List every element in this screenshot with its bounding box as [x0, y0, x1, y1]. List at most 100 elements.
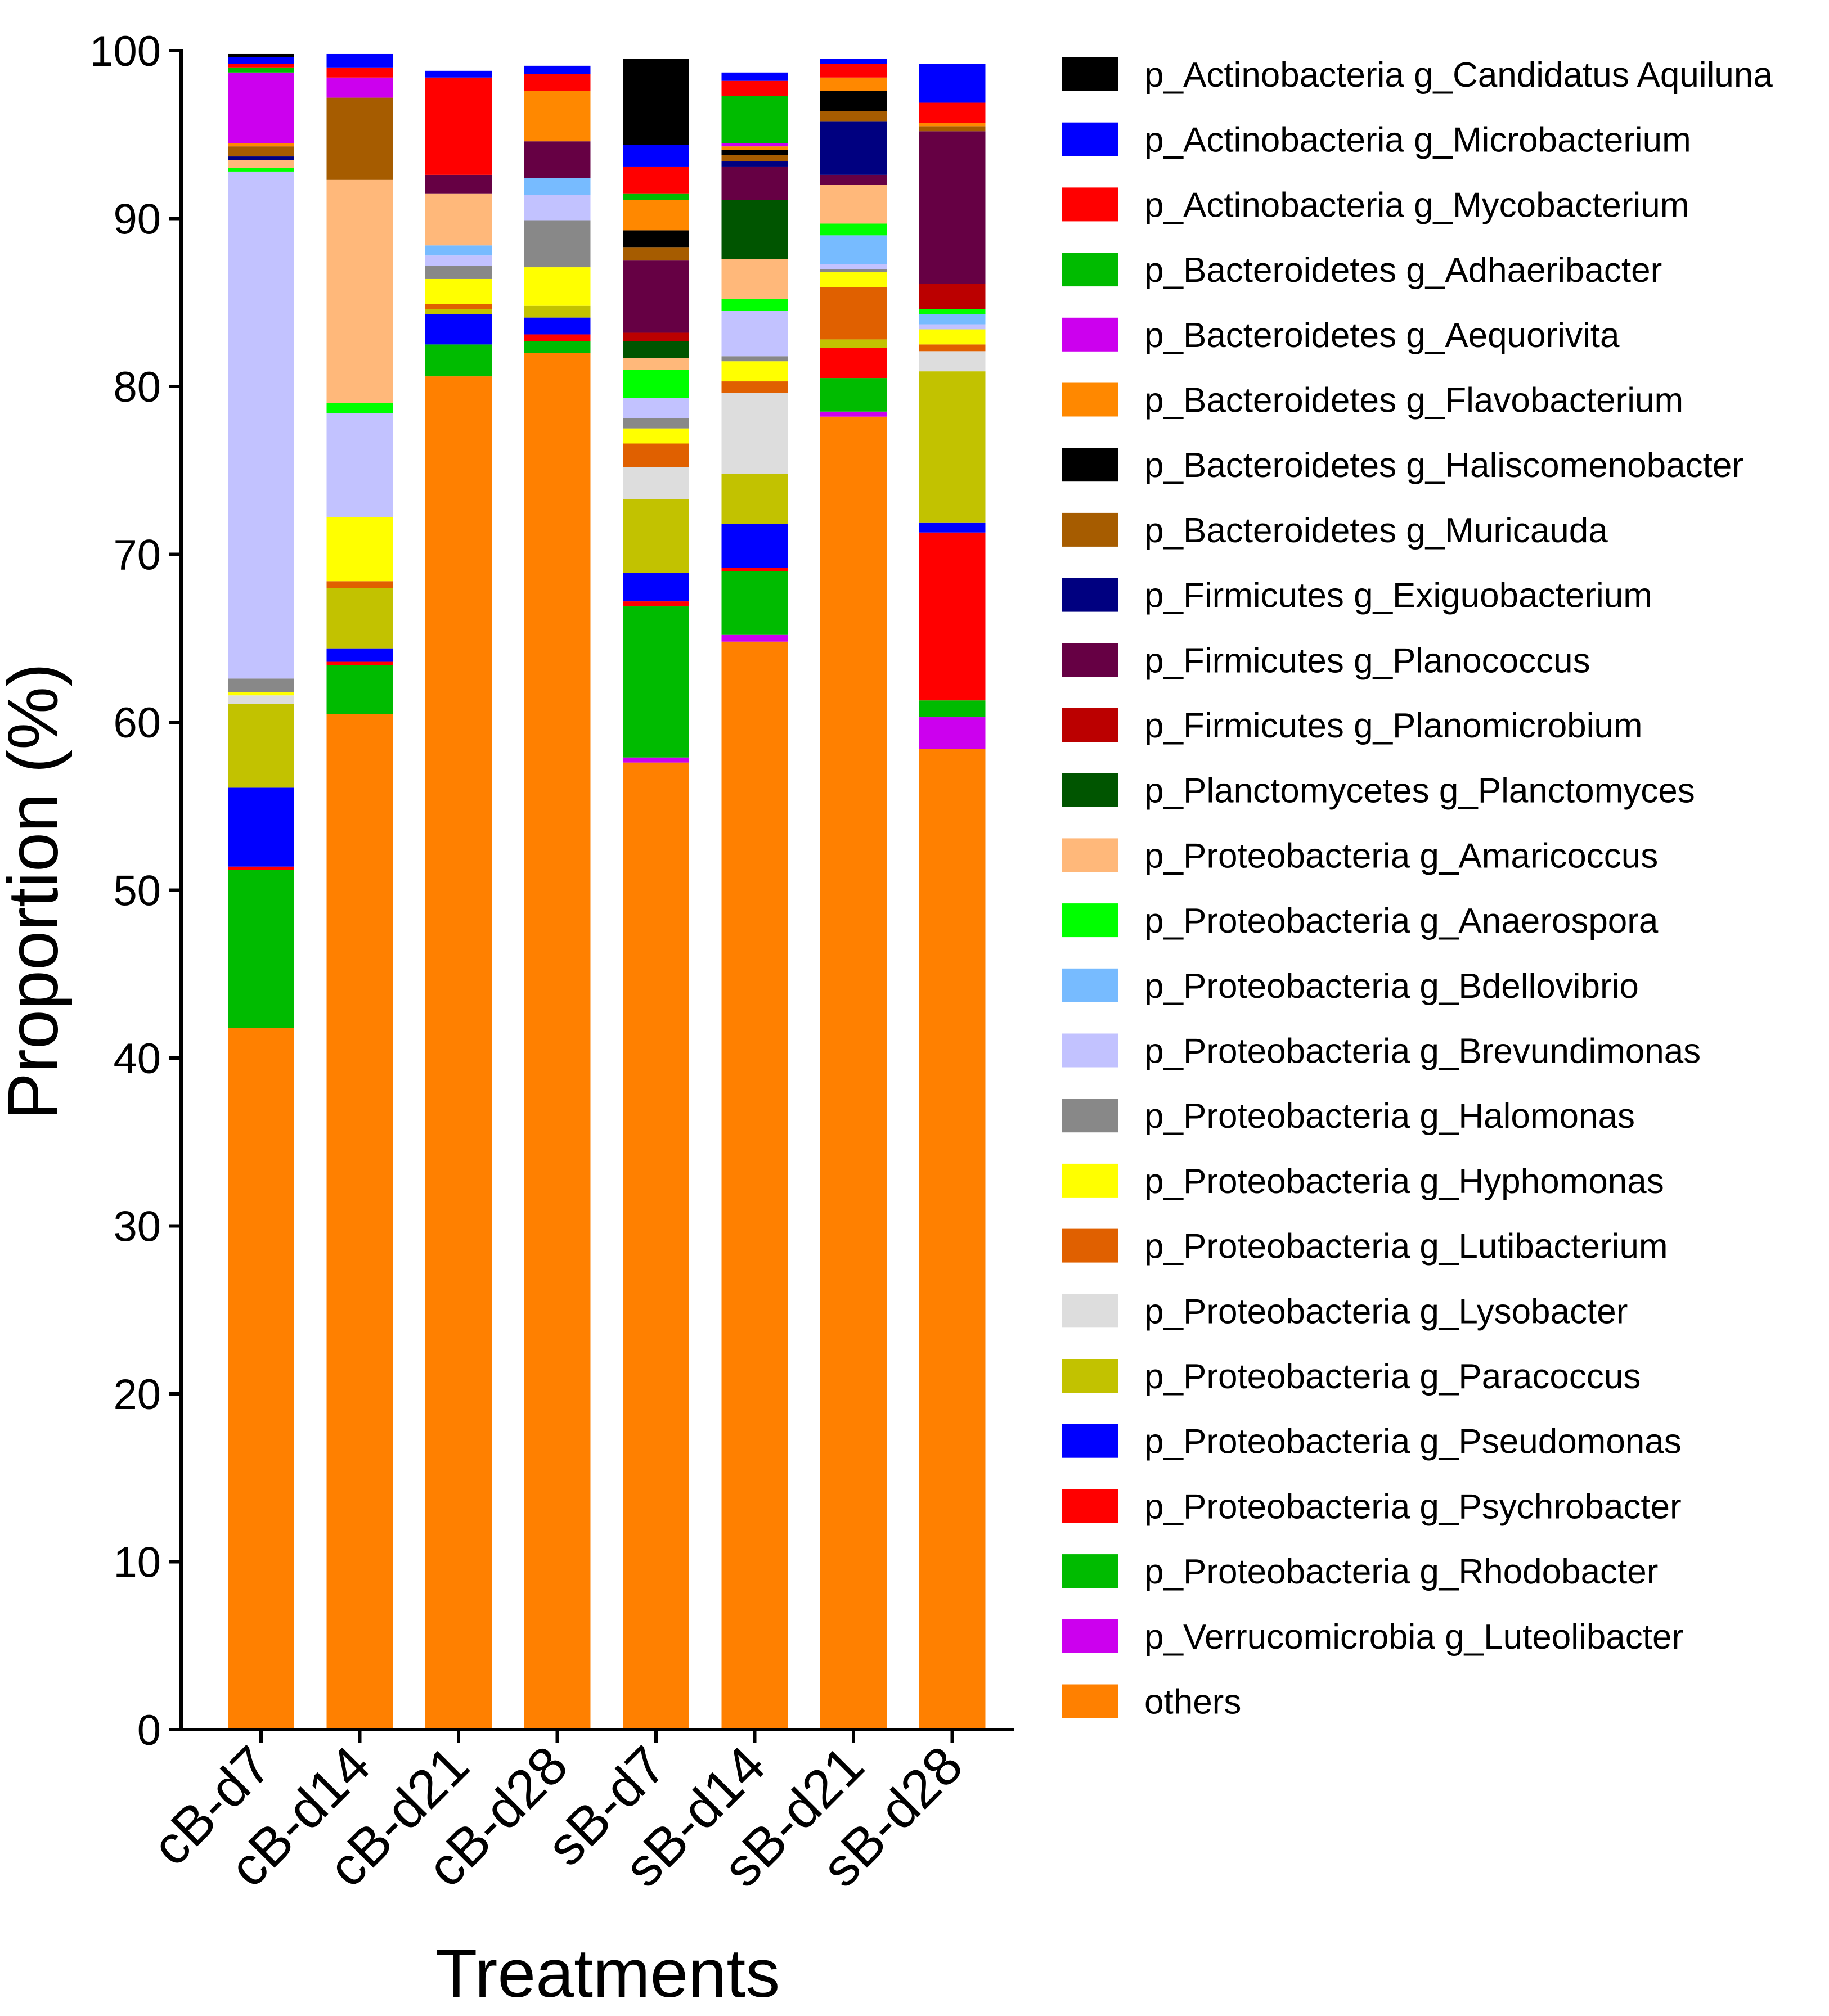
bar-segment-sB-d28-10	[919, 324, 986, 330]
bar-segment-sB-d14-2	[721, 571, 788, 635]
legend-swatch-5	[1062, 382, 1118, 417]
bar-segment-cB-d28-3	[524, 334, 591, 341]
bar-segment-sB-d28-1	[919, 717, 986, 749]
bar-segment-sB-d21-10	[820, 264, 887, 269]
y-tick-label-90: 90	[113, 196, 161, 244]
legend-swatch-1	[1062, 122, 1118, 156]
bar-segment-sB-d28-18	[919, 126, 986, 132]
bar-segment-sB-d28-6	[919, 351, 986, 372]
bar-segment-sB-d28-7	[919, 344, 986, 352]
bar-segment-cB-d7-2	[228, 870, 294, 1028]
bar-segment-cB-d28-4	[524, 317, 591, 335]
y-tick-label-50: 50	[113, 867, 161, 915]
legend-label-7: p_Bacteroidetes g_Muricauda	[1144, 511, 1608, 550]
bar-segment-cB-d14-21	[326, 77, 393, 98]
legend-swatch-22	[1062, 1489, 1118, 1523]
legend-swatch-18	[1062, 1228, 1118, 1263]
bar-segment-cB-d7-6	[228, 695, 294, 704]
bar-segment-sB-d21-3	[820, 348, 887, 379]
bar-segment-cB-d28-10	[524, 195, 591, 220]
legend-swatch-0	[1062, 57, 1118, 91]
bar-segment-sB-d21-23	[820, 64, 887, 78]
bar-segment-cB-d21-2	[425, 344, 492, 377]
bar-segment-cB-d21-5	[425, 309, 492, 314]
bar-segment-sB-d7-8	[623, 428, 689, 444]
bar-segment-cB-d7-5	[228, 704, 294, 788]
bar-segment-cB-d28-11	[524, 178, 591, 195]
legend-label-18: p_Proteobacteria g_Lutibacterium	[1144, 1227, 1668, 1266]
bar-segment-sB-d28-2	[919, 700, 986, 718]
bar-segment-cB-d28-5	[524, 305, 591, 318]
bar-segment-sB-d14-10	[721, 310, 788, 357]
bar-segment-cB-d7-9	[228, 678, 294, 692]
legend-label-3: p_Bacteroidetes g_Adhaeribacter	[1144, 251, 1662, 290]
bar-segment-sB-d7-13	[623, 358, 689, 370]
bar-segment-cB-d28-2	[524, 341, 591, 353]
bar-segment-cB-d14-8	[326, 517, 393, 582]
bar-segment-sB-d28-8	[919, 329, 986, 345]
bar-segment-sB-d28-15	[919, 284, 986, 309]
bar-segment-sB-d7-19	[623, 230, 689, 248]
bar-segment-sB-d28-11	[919, 314, 986, 325]
bar-segment-sB-d28-12	[919, 309, 986, 314]
bar-segment-sB-d21-11	[820, 235, 887, 264]
legend-swatch-3	[1062, 253, 1118, 287]
bar-segment-cB-d28-24	[524, 65, 591, 74]
y-tick-label-20: 20	[113, 1371, 161, 1419]
bar-segment-sB-d7-9	[623, 418, 689, 429]
bar-segment-sB-d28-24	[919, 64, 986, 103]
bar-segment-cB-d14-5	[326, 588, 393, 649]
legend-swatch-8	[1062, 578, 1118, 612]
bar-segment-sB-d14-22	[721, 96, 788, 143]
bar-segment-sB-d7-20	[623, 200, 689, 231]
bar-segment-cB-d21-10	[425, 255, 492, 266]
legend-label-17: p_Proteobacteria g_Hyphomonas	[1144, 1162, 1664, 1201]
bar-segment-sB-d14-16	[721, 166, 788, 200]
bar-segment-cB-d7-21	[228, 72, 294, 143]
bar-segment-cB-d28-8	[524, 267, 591, 306]
y-axis-label: Proportion (%)	[0, 663, 73, 1120]
bar-segment-sB-d7-10	[623, 398, 689, 418]
bar-segment-sB-d21-8	[820, 272, 887, 287]
bar-segment-sB-d7-23	[623, 166, 689, 194]
bar-segment-cB-d21-24	[425, 70, 492, 78]
bar-segment-cB-d7-0	[228, 1028, 294, 1730]
bar-segment-cB-d21-13	[425, 193, 492, 246]
bars-layer	[228, 53, 986, 1730]
y-tick-label-60: 60	[113, 699, 161, 747]
bar-segment-cB-d21-7	[425, 304, 492, 309]
bar-segment-sB-d7-14	[623, 341, 689, 358]
bar-segment-sB-d7-0	[623, 762, 689, 1730]
bar-segment-sB-d7-22	[623, 193, 689, 200]
bar-segment-cB-d7-20	[228, 143, 294, 147]
legend-label-10: p_Firmicutes g_Planomicrobium	[1144, 706, 1643, 745]
bar-segment-sB-d14-4	[721, 524, 788, 568]
bar-segment-cB-d14-13	[326, 179, 393, 403]
legend-label-22: p_Proteobacteria g_Psychrobacter	[1144, 1487, 1682, 1526]
bar-segment-sB-d14-3	[721, 568, 788, 572]
bar-segment-cB-d7-3	[228, 866, 294, 870]
legend-label-8: p_Firmicutes g_Exiguobacterium	[1144, 577, 1652, 615]
legend-swatch-19	[1062, 1294, 1118, 1328]
legend-label-14: p_Proteobacteria g_Bdellovibrio	[1144, 967, 1639, 1006]
bar-segment-cB-d21-0	[425, 376, 492, 1730]
bar-segment-cB-d7-10	[228, 171, 294, 679]
bar-segment-sB-d21-7	[820, 287, 887, 340]
bar-segment-cB-d21-4	[425, 314, 492, 345]
legend-label-5: p_Bacteroidetes g_Flavobacterium	[1144, 381, 1683, 420]
legend-swatch-11	[1062, 773, 1118, 807]
bar-segment-cB-d14-4	[326, 648, 393, 662]
bar-segment-cB-d7-17	[228, 156, 294, 160]
bar-segment-sB-d28-20	[919, 123, 986, 127]
bar-segment-sB-d28-0	[919, 749, 986, 1730]
legend-swatch-24	[1062, 1619, 1118, 1653]
legend-swatch-13	[1062, 903, 1118, 938]
bar-segment-sB-d14-7	[721, 381, 788, 393]
bar-segment-cB-d14-24	[326, 53, 393, 68]
bar-segment-sB-d14-8	[721, 361, 788, 382]
y-tick-label-10: 10	[113, 1539, 161, 1587]
bar-segment-cB-d14-18	[326, 97, 393, 180]
bar-segment-sB-d21-5	[820, 339, 887, 348]
bar-segment-cB-d21-11	[425, 245, 492, 256]
legend-swatch-6	[1062, 448, 1118, 482]
